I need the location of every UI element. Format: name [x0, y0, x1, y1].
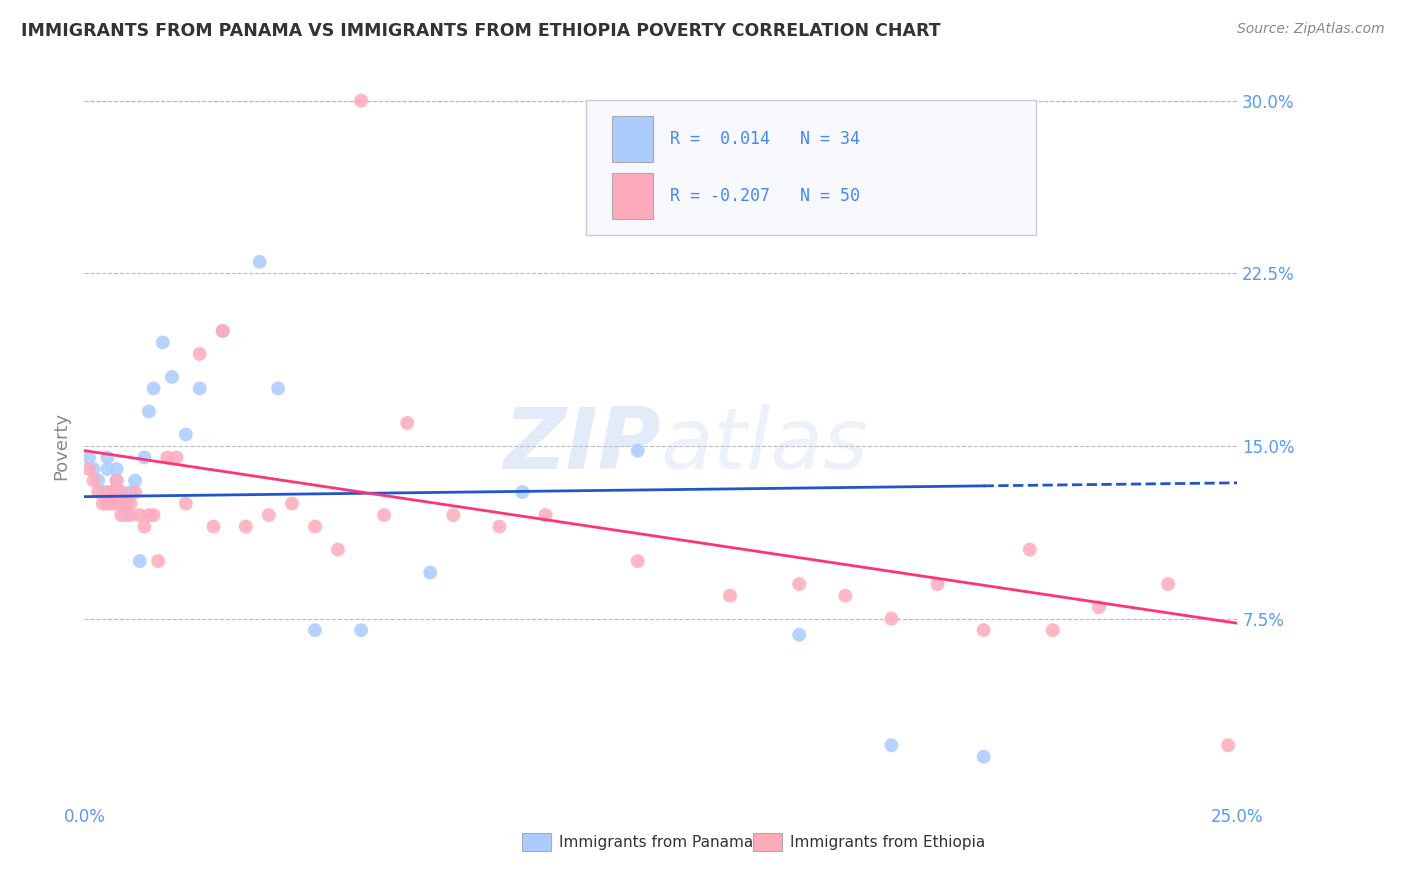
Point — [91, 485, 114, 500]
Text: IMMIGRANTS FROM PANAMA VS IMMIGRANTS FROM ETHIOPIA POVERTY CORRELATION CHART: IMMIGRANTS FROM PANAMA VS IMMIGRANTS FRO… — [21, 22, 941, 40]
Point — [128, 508, 150, 522]
Point — [973, 623, 995, 637]
Point — [174, 497, 197, 511]
Point — [880, 738, 903, 752]
Point — [124, 474, 146, 488]
Point — [534, 508, 557, 522]
Point — [787, 577, 810, 591]
Point — [87, 485, 110, 500]
Bar — [754, 833, 782, 851]
Point — [87, 474, 110, 488]
Point — [1088, 600, 1111, 615]
Text: atlas: atlas — [661, 404, 869, 488]
Point — [115, 497, 138, 511]
Point — [77, 462, 100, 476]
Point — [249, 255, 271, 269]
Point — [120, 485, 142, 500]
Point — [304, 519, 326, 533]
Point — [350, 94, 373, 108]
Point — [146, 554, 169, 568]
Point — [174, 427, 197, 442]
Text: ZIP: ZIP — [503, 404, 661, 488]
Point — [927, 577, 949, 591]
Y-axis label: Poverty: Poverty — [52, 412, 70, 480]
Text: Source: ZipAtlas.com: Source: ZipAtlas.com — [1237, 22, 1385, 37]
Point — [160, 370, 183, 384]
Point — [110, 497, 132, 511]
Point — [326, 542, 349, 557]
Point — [880, 612, 903, 626]
Text: Immigrants from Panama: Immigrants from Panama — [560, 835, 754, 849]
Point — [350, 623, 373, 637]
Point — [120, 497, 142, 511]
Point — [142, 381, 165, 395]
Point — [105, 462, 128, 476]
FancyBboxPatch shape — [586, 100, 1036, 235]
Text: Immigrants from Ethiopia: Immigrants from Ethiopia — [790, 835, 986, 849]
Point — [1042, 623, 1064, 637]
Point — [83, 462, 105, 476]
Bar — [613, 116, 652, 162]
Point — [718, 589, 741, 603]
Point — [138, 508, 160, 522]
Point — [124, 485, 146, 500]
Text: R = -0.207   N = 50: R = -0.207 N = 50 — [671, 187, 860, 205]
Point — [512, 485, 534, 500]
Point — [235, 519, 257, 533]
Point — [120, 508, 142, 522]
Point — [134, 519, 156, 533]
Point — [373, 508, 395, 522]
Point — [134, 450, 156, 465]
Point — [96, 485, 118, 500]
Point — [211, 324, 233, 338]
Point — [488, 519, 510, 533]
Point — [91, 497, 114, 511]
Point — [128, 554, 150, 568]
Point — [441, 508, 464, 522]
Point — [105, 474, 128, 488]
Point — [101, 497, 124, 511]
Point — [188, 347, 211, 361]
Point — [101, 485, 124, 500]
Point — [83, 474, 105, 488]
Point — [257, 508, 280, 522]
Point — [96, 497, 118, 511]
Point — [166, 450, 188, 465]
Point — [152, 335, 174, 350]
Point — [1157, 577, 1180, 591]
Point — [105, 497, 128, 511]
Point — [787, 628, 810, 642]
Point — [1018, 542, 1040, 557]
Point — [138, 404, 160, 418]
Point — [211, 324, 233, 338]
Text: R =  0.014   N = 34: R = 0.014 N = 34 — [671, 130, 860, 148]
Point — [396, 416, 419, 430]
Bar — [523, 833, 551, 851]
Point — [77, 450, 100, 465]
Point — [96, 450, 118, 465]
Point — [188, 381, 211, 395]
Point — [142, 508, 165, 522]
Point — [115, 508, 138, 522]
Bar — [613, 173, 652, 219]
Point — [110, 508, 132, 522]
Point — [96, 462, 118, 476]
Point — [627, 443, 650, 458]
Point — [202, 519, 225, 533]
Point — [281, 497, 304, 511]
Point — [419, 566, 441, 580]
Point — [973, 749, 995, 764]
Point — [834, 589, 856, 603]
Point — [1216, 738, 1239, 752]
Point — [304, 623, 326, 637]
Point — [156, 450, 179, 465]
Point — [101, 485, 124, 500]
Point — [627, 554, 650, 568]
Point — [115, 497, 138, 511]
Point — [110, 485, 132, 500]
Point — [267, 381, 290, 395]
Point — [105, 474, 128, 488]
Point — [110, 485, 132, 500]
